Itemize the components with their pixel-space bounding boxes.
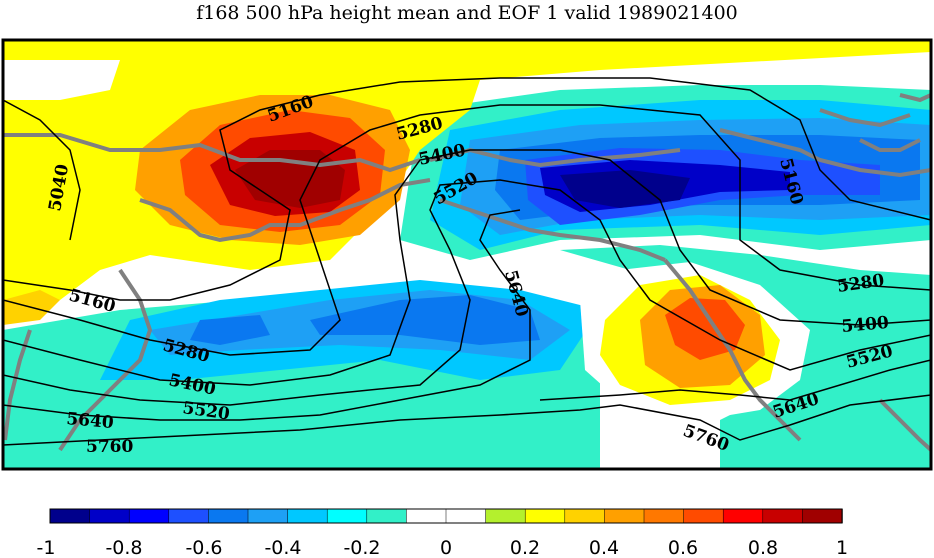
colorbar-swatch: [247, 508, 289, 524]
colorbar-swatch: [168, 508, 210, 524]
colorbar-swatch: [524, 508, 566, 524]
contour-5160-w: [3, 77, 931, 301]
contour-5760: [3, 394, 931, 446]
colorbar-swatch: [683, 508, 724, 524]
contour-5280: [3, 104, 931, 356]
contour-label: 5640: [66, 409, 115, 433]
shade-blue-2: [190, 315, 270, 345]
colorbar-tick-label: -0.6: [185, 537, 222, 558]
height-contours: [3, 77, 931, 446]
contour-5520: [3, 179, 931, 406]
contour-label: 5760: [86, 437, 133, 457]
chart-title: f168 500 hPa height mean and EOF 1 valid…: [196, 2, 738, 24]
colorbar-tick-label: -0.2: [343, 537, 380, 558]
colorbar-tick-label: -0.4: [264, 537, 301, 558]
contour-5400: [3, 149, 931, 386]
colorbar-swatch: [445, 508, 487, 524]
eof-shading: [3, 40, 931, 469]
colorbar: -1 -0.8 -0.6 -0.4 -0.2 0 0.2 0.4 0.6 0.8…: [37, 508, 849, 558]
map-frame: [1, 38, 933, 471]
colorbar-swatch: [643, 508, 685, 524]
colorbar-swatch: [49, 508, 91, 524]
colorbar-swatch: [287, 508, 328, 524]
colorbar-tick-label: 0.4: [589, 537, 619, 558]
colorbar-swatch: [564, 508, 606, 524]
colorbar-swatch: [802, 508, 843, 524]
colorbar-tick-label: 0.6: [668, 537, 698, 558]
colorbar-swatch: [604, 508, 645, 524]
colorbar-tick-label: 0.8: [748, 537, 778, 558]
shade-teal-east: [560, 245, 931, 469]
coastlines: [3, 93, 931, 452]
colorbar-swatch: [485, 508, 526, 524]
colorbar-swatch: [128, 508, 170, 524]
colorbar-swatch: [208, 508, 249, 524]
colorbar-border: [49, 508, 843, 524]
colorbar-tick-label: -0.8: [105, 537, 142, 558]
colorbar-swatches: [49, 508, 843, 524]
contour-5040: [3, 99, 81, 241]
colorbar-tick-label: 0: [440, 537, 452, 558]
colorbar-tick-label: 0.2: [510, 537, 540, 558]
shade-blue-1: [310, 295, 540, 345]
colorbar-tick-label: -1: [37, 537, 56, 558]
contour-5640-e: [539, 359, 931, 401]
colorbar-swatch: [366, 508, 408, 524]
colorbar-ticks: -1 -0.8 -0.6 -0.4 -0.2 0 0.2 0.4 0.6 0.8…: [37, 537, 849, 558]
colorbar-swatch: [722, 508, 764, 524]
colorbar-swatch: [89, 508, 130, 524]
contour-label: 5400: [841, 313, 890, 337]
shade-white-nw: [3, 60, 120, 100]
colorbar-swatch: [406, 508, 447, 524]
colorbar-tick-label: 1: [836, 537, 848, 558]
colorbar-swatch: [762, 508, 804, 524]
colorbar-swatch: [326, 508, 368, 524]
contour-5640: [3, 209, 531, 421]
